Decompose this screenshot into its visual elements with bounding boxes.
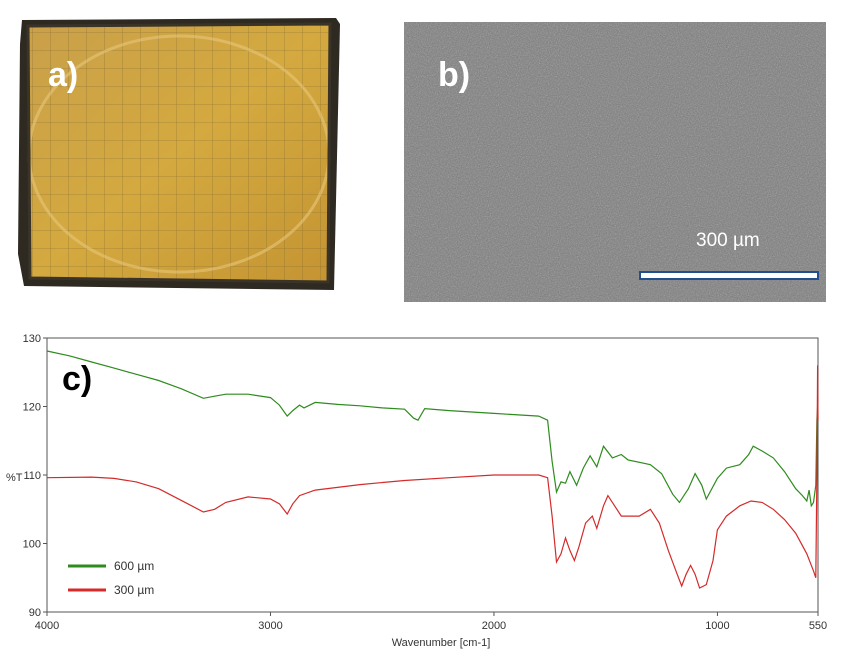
- ticks-group: 4000 3000 2000 1000 550 130 120 110 100 90: [23, 333, 828, 632]
- y-tick-label: 110: [23, 470, 41, 482]
- y-tick-label: 120: [23, 402, 41, 414]
- series-line-0: [46, 350, 819, 508]
- legend: 600 µm 300 µm: [68, 559, 154, 597]
- x-tick-label: 1000: [705, 620, 729, 632]
- plot-frame: [46, 337, 819, 613]
- sem-texture: [404, 22, 826, 302]
- legend-label-1: 300 µm: [114, 583, 154, 597]
- panel-a-photo: a): [14, 14, 354, 294]
- scale-bar-label: 300 µm: [696, 230, 760, 251]
- panel-a-label: a): [48, 56, 79, 94]
- plot-border: [46, 337, 819, 613]
- film-photo: [18, 18, 340, 290]
- x-tick-label: 3000: [258, 620, 282, 632]
- x-tick-label: 550: [809, 620, 827, 632]
- panel-b-micrograph: b) 300 µm: [404, 22, 826, 302]
- panel-c-label: c): [62, 360, 93, 398]
- panel-b-label: b): [438, 56, 471, 94]
- y-tick-label: 130: [23, 333, 41, 345]
- series-line-1: [46, 365, 819, 589]
- y-tick-label: 100: [23, 539, 41, 551]
- series-group: [46, 350, 819, 589]
- x-tick-label: 4000: [35, 620, 59, 632]
- scale-bar: [639, 271, 819, 280]
- x-axis-title: Wavenumber [cm-1]: [392, 637, 491, 649]
- legend-label-0: 600 µm: [114, 559, 154, 573]
- y-axis-title: %T: [6, 472, 23, 484]
- x-tick-label: 2000: [482, 620, 506, 632]
- y-tick-label: 90: [29, 607, 41, 619]
